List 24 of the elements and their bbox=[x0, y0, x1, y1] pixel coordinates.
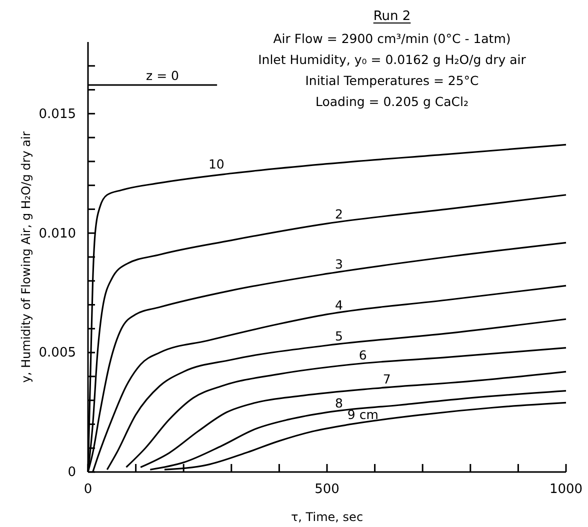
series-label: z = 0 bbox=[146, 68, 180, 83]
series-label: 6 bbox=[358, 348, 367, 362]
annotation: Loading = 0.205 g CaCl₂ bbox=[315, 94, 469, 109]
series-label: 10 bbox=[208, 156, 224, 172]
series-label: 4 bbox=[335, 297, 344, 312]
y-tick-label: 0.015 bbox=[38, 106, 76, 122]
series-label: 8 bbox=[335, 395, 344, 410]
annotation: Initial Temperatures = 25°C bbox=[305, 73, 480, 88]
y-tick-label: 0 bbox=[68, 465, 76, 480]
x-tick-label: 0 bbox=[84, 482, 92, 498]
annotation: Air Flow = 2900 cm³/min (0°C - 1atm) bbox=[273, 31, 511, 46]
annotation: Inlet Humidity, y₀ = 0.0162 g H₂O/g dry air bbox=[258, 52, 527, 67]
y-tick-label: 0.010 bbox=[38, 226, 76, 242]
x-tick-label: 500 bbox=[314, 482, 340, 498]
series-label: 3 bbox=[335, 256, 343, 272]
x-tick-label: 1000 bbox=[549, 482, 583, 498]
series-label: 9 cm bbox=[347, 407, 378, 422]
y-axis-title: y, Humidity of Flowing Air, g H₂O/g dry air bbox=[19, 131, 33, 383]
chart-title: Run 2 bbox=[373, 9, 411, 24]
y-tick-label: 0.005 bbox=[38, 346, 76, 361]
series-label: 2 bbox=[335, 206, 343, 222]
series-label: 7 bbox=[382, 371, 391, 386]
series-label: 5 bbox=[335, 328, 343, 344]
x-axis-title: τ, Time, sec bbox=[290, 510, 364, 524]
